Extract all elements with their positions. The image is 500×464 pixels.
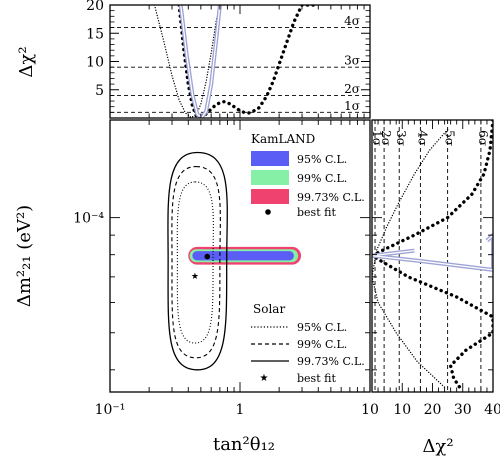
kamland-best-fit-marker	[204, 253, 211, 260]
top-curve-thin-dotted	[153, 5, 223, 118]
solar-contour-95	[176, 181, 214, 344]
top-sigma-label-3: 3σ	[344, 54, 360, 68]
legend-label-solar-9973: 99.73% C.L.	[297, 355, 365, 368]
right-x-axis-title: Δχ²	[422, 436, 453, 457]
top-curve-combined	[178, 5, 222, 118]
legend-label-kamland-bestfit: best fit	[297, 206, 336, 219]
top-ytick-label: 20	[86, 0, 104, 14]
top-sigma-label-4: 4σ	[344, 14, 360, 28]
legend-label-kamland-9973: 99.73% C.L.	[297, 191, 365, 204]
main-ytick-label: 10⁻⁴	[73, 211, 104, 227]
right-sigma-label-2: 2σ	[379, 130, 393, 146]
top-curve-thick-dotted	[177, 5, 318, 118]
legend-swatch-kamland-99	[251, 170, 289, 185]
legend-marker-solar-bestfit: ★	[260, 373, 269, 384]
top-ytick-label: 15	[86, 26, 104, 42]
top-ytick-label: 5	[95, 83, 104, 99]
right-xtick-label: 30	[454, 402, 472, 418]
top-panel: 1σ 2σ 3σ 4σ 5 10 15 20 Δχ²	[16, 0, 371, 119]
main-y-axis-title: Δm²₂₁ (eV²)	[14, 205, 35, 307]
right-curve-thick-dotted	[372, 120, 493, 389]
right-curve-combined-halo	[372, 233, 493, 272]
right-xtick-label: 20	[424, 402, 442, 418]
right-curve-combined	[372, 233, 493, 272]
right-xtick-label: 10	[393, 402, 411, 418]
legend-label-kamland-95: 95% C.L.	[297, 153, 347, 166]
legend-label-kamland-99: 99% C.L.	[297, 172, 347, 185]
legend-label-solar-bestfit: best fit	[297, 372, 336, 385]
solar-best-fit-marker: ★	[191, 272, 199, 282]
right-sigma-label-4: 4σ	[415, 130, 429, 146]
top-ytick-label: 10	[86, 55, 104, 71]
right-sigma-label-1: 1σ	[370, 130, 384, 146]
main-xtick-label: 10⁻¹	[95, 402, 126, 418]
right-curve-thin-dotted	[372, 128, 449, 388]
top-sigma-label-1: 1σ	[344, 99, 360, 113]
legend-solar: Solar 95% C.L. 99% C.L. 99.73% C.L. ★ be…	[251, 302, 365, 385]
legend-swatch-kamland-9973	[251, 189, 289, 204]
kamland-band-95	[192, 251, 294, 261]
legend-marker-kamland-bestfit	[265, 209, 271, 215]
main-xtick-label: 10	[361, 402, 379, 418]
right-sigma-label-6: 6σ	[476, 130, 490, 146]
top-y-axis-title: Δχ²	[16, 46, 37, 77]
legend-label-solar-99: 99% C.L.	[297, 338, 347, 351]
legend-solar-title: Solar	[253, 302, 285, 316]
top-sigma-label-2: 2σ	[344, 82, 360, 96]
right-sigma-label-3: 3σ	[394, 130, 408, 146]
legend-swatch-kamland-95	[251, 151, 289, 166]
legend-label-solar-95: 95% C.L.	[297, 321, 347, 334]
right-xtick-label: 40	[484, 402, 500, 418]
main-panel: 10⁻¹ 1 10 10⁻⁴ ★ KamLAND 95% C.L. 99% C.L.…	[14, 119, 379, 455]
legend-kamland: KamLAND 95% C.L. 99% C.L. 99.73% C.L. be…	[251, 132, 365, 219]
right-curve-combined-core	[372, 234, 493, 271]
legend-kamland-title: KamLAND	[251, 132, 315, 146]
main-xtick-label: 1	[236, 402, 245, 418]
main-x-axis-title: tan²θ₁₂	[213, 434, 275, 455]
solar-contour-9973	[167, 151, 228, 371]
right-sigma-label-5: 5σ	[443, 130, 457, 146]
top-panel-frame	[109, 4, 371, 119]
